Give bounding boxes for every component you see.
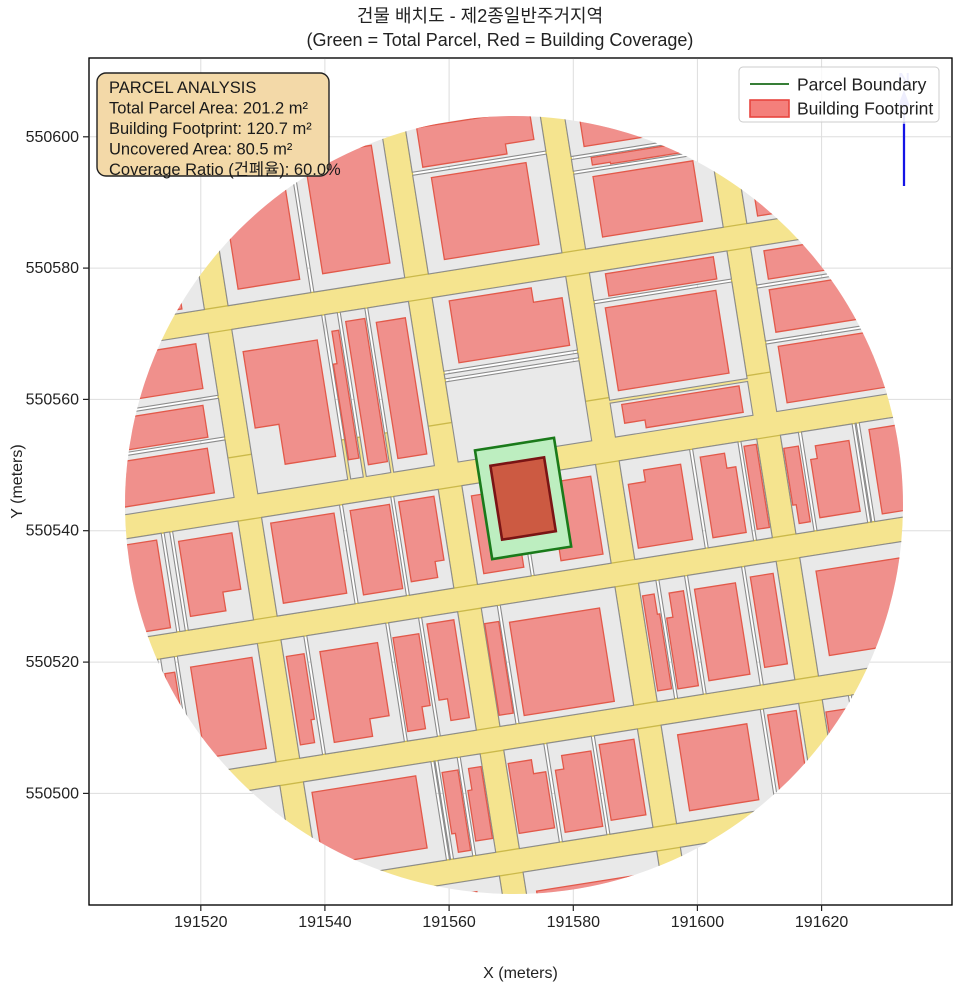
svg-text:191600: 191600 bbox=[671, 914, 724, 931]
svg-text:Parcel Boundary: Parcel Boundary bbox=[797, 75, 927, 95]
svg-text:Y (meters): Y (meters) bbox=[9, 444, 26, 518]
svg-text:550580: 550580 bbox=[26, 260, 79, 277]
svg-text:(Green = Total Parcel, Red = B: (Green = Total Parcel, Red = Building Co… bbox=[307, 30, 694, 50]
svg-text:191560: 191560 bbox=[422, 914, 475, 931]
svg-text:191540: 191540 bbox=[298, 914, 351, 931]
svg-text:550500: 550500 bbox=[26, 785, 79, 802]
svg-text:191620: 191620 bbox=[795, 914, 848, 931]
svg-text:X (meters): X (meters) bbox=[483, 965, 558, 982]
svg-text:PARCEL ANALYSIS: PARCEL ANALYSIS bbox=[109, 79, 256, 97]
svg-text:191520: 191520 bbox=[174, 914, 227, 931]
svg-text:550600: 550600 bbox=[26, 129, 79, 146]
svg-text:Coverage Ratio (건폐율): 60.0%: Coverage Ratio (건폐율): 60.0% bbox=[109, 160, 341, 179]
svg-text:Building Footprint: 120.7 m²: Building Footprint: 120.7 m² bbox=[109, 120, 312, 138]
svg-text:Total Parcel Area: 201.2 m²: Total Parcel Area: 201.2 m² bbox=[109, 100, 309, 118]
svg-text:550540: 550540 bbox=[26, 523, 79, 540]
svg-text:191580: 191580 bbox=[547, 914, 600, 931]
svg-text:건물 배치도 - 제2종일반주거지역: 건물 배치도 - 제2종일반주거지역 bbox=[357, 6, 603, 26]
svg-text:550520: 550520 bbox=[26, 654, 79, 671]
svg-text:Building Footprint: Building Footprint bbox=[797, 99, 933, 119]
svg-text:Uncovered Area: 80.5 m²: Uncovered Area: 80.5 m² bbox=[109, 141, 293, 159]
svg-text:550560: 550560 bbox=[26, 391, 79, 408]
